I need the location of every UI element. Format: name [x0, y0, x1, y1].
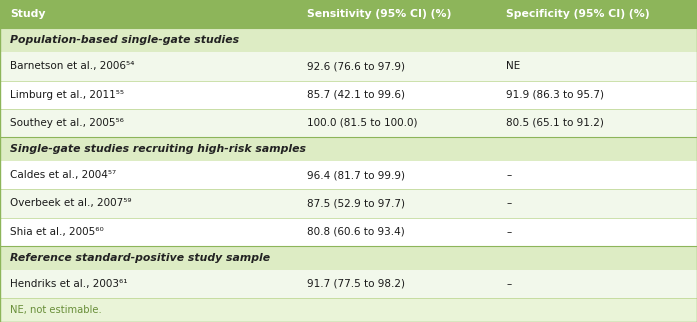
Bar	[0, 80, 697, 109]
Bar	[0, 246, 697, 270]
Bar	[0, 270, 697, 298]
Text: Shia et al., 2005⁶⁰: Shia et al., 2005⁶⁰	[10, 227, 104, 237]
Text: 92.6 (76.6 to 97.9): 92.6 (76.6 to 97.9)	[307, 62, 406, 71]
Text: Caldes et al., 2004⁵⁷: Caldes et al., 2004⁵⁷	[10, 170, 116, 180]
Bar	[0, 137, 697, 161]
Bar	[0, 189, 697, 218]
Text: 91.9 (86.3 to 95.7): 91.9 (86.3 to 95.7)	[506, 90, 604, 99]
Bar	[0, 0, 697, 28]
Text: NE: NE	[506, 62, 520, 71]
Text: 80.8 (60.6 to 93.4): 80.8 (60.6 to 93.4)	[307, 227, 405, 237]
Bar	[0, 218, 697, 246]
Text: 87.5 (52.9 to 97.7): 87.5 (52.9 to 97.7)	[307, 198, 406, 208]
Bar	[0, 28, 697, 52]
Text: 91.7 (77.5 to 98.2): 91.7 (77.5 to 98.2)	[307, 279, 406, 289]
Text: –: –	[506, 198, 512, 208]
Text: 85.7 (42.1 to 99.6): 85.7 (42.1 to 99.6)	[307, 90, 406, 99]
Text: 100.0 (81.5 to 100.0): 100.0 (81.5 to 100.0)	[307, 118, 418, 128]
Text: Limburg et al., 2011⁵⁵: Limburg et al., 2011⁵⁵	[10, 90, 124, 99]
Text: –: –	[506, 279, 512, 289]
Text: Southey et al., 2005⁵⁶: Southey et al., 2005⁵⁶	[10, 118, 123, 128]
Text: –: –	[506, 227, 512, 237]
Text: NE, not estimable.: NE, not estimable.	[10, 305, 102, 315]
Text: Study: Study	[10, 9, 45, 19]
Text: Hendriks et al., 2003⁶¹: Hendriks et al., 2003⁶¹	[10, 279, 128, 289]
Text: Barnetson et al., 2006⁵⁴: Barnetson et al., 2006⁵⁴	[10, 62, 134, 71]
Text: 96.4 (81.7 to 99.9): 96.4 (81.7 to 99.9)	[307, 170, 406, 180]
Text: Population-based single-gate studies: Population-based single-gate studies	[10, 35, 239, 45]
Text: –: –	[506, 170, 512, 180]
Text: Sensitivity (95% CI) (%): Sensitivity (95% CI) (%)	[307, 9, 452, 19]
Text: Single-gate studies recruiting high-risk samples: Single-gate studies recruiting high-risk…	[10, 144, 306, 154]
Text: Overbeek et al., 2007⁵⁹: Overbeek et al., 2007⁵⁹	[10, 198, 131, 208]
Bar	[0, 161, 697, 189]
Text: 80.5 (65.1 to 91.2): 80.5 (65.1 to 91.2)	[506, 118, 604, 128]
Bar	[0, 298, 697, 322]
Bar	[0, 52, 697, 80]
Bar	[0, 109, 697, 137]
Text: Reference standard-positive study sample: Reference standard-positive study sample	[10, 253, 270, 263]
Text: Specificity (95% CI) (%): Specificity (95% CI) (%)	[506, 9, 650, 19]
